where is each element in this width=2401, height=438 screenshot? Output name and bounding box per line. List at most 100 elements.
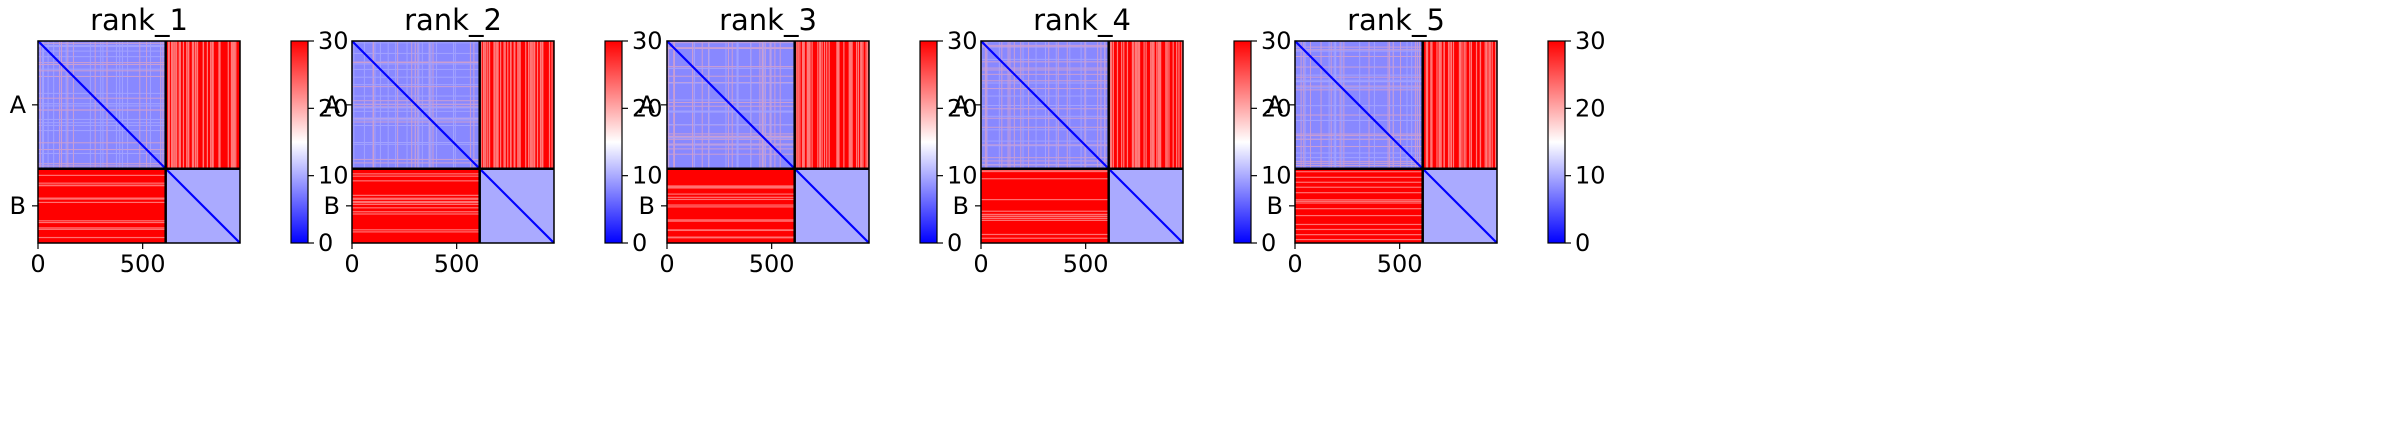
- colorbar: [290, 40, 309, 244]
- texture-stripe: [667, 198, 795, 201]
- texture-stripe: [352, 143, 480, 145]
- texture-stripe: [1491, 41, 1493, 169]
- texture-stripe: [234, 41, 236, 169]
- texture-stripe: [707, 41, 709, 169]
- texture-stripe: [667, 219, 795, 221]
- texture-stripe: [430, 41, 432, 169]
- texture-stripe: [119, 41, 121, 169]
- texture-stripe: [1470, 41, 1473, 169]
- texture-stripe: [38, 97, 166, 99]
- texture-stripe: [1368, 41, 1370, 169]
- texture-stripe: [38, 142, 166, 144]
- colorbar-tick-label: 30: [1261, 27, 1292, 55]
- texture-stripe: [823, 41, 826, 169]
- texture-stripe: [667, 137, 795, 139]
- texture-stripe: [1416, 41, 1418, 169]
- texture-stripe: [799, 41, 801, 169]
- plot-frame: [1294, 40, 1498, 244]
- texture-stripe: [667, 48, 795, 50]
- texture-stripe: [1085, 41, 1087, 169]
- texture-stripe: [1135, 41, 1137, 169]
- texture-stripe: [1100, 41, 1102, 169]
- texture-stripe: [61, 41, 63, 169]
- texture-stripe: [173, 41, 175, 169]
- texture-stripe: [352, 229, 480, 231]
- texture-stripe: [1436, 41, 1438, 169]
- texture-stripe: [94, 41, 96, 169]
- texture-stripe: [352, 86, 480, 88]
- texture-stripe: [981, 67, 1109, 69]
- texture-stripe: [206, 41, 208, 169]
- texture-stripe: [1489, 41, 1491, 169]
- texture-stripe: [667, 220, 795, 222]
- texture-stripe: [496, 41, 498, 169]
- texture-stripe: [1309, 41, 1311, 169]
- texture-stripe: [352, 197, 480, 199]
- texture-stripe: [38, 56, 166, 58]
- texture-stripe: [352, 142, 480, 144]
- texture-stripe: [1295, 46, 1423, 48]
- texture-stripe: [1392, 41, 1394, 169]
- texture-stripe: [53, 41, 55, 169]
- y-tick-label: A: [324, 91, 341, 119]
- texture-stripe: [1123, 41, 1125, 169]
- texture-stripe: [493, 41, 496, 169]
- texture-stripe: [38, 198, 166, 200]
- texture-stripe: [667, 186, 795, 188]
- texture-stripe: [1485, 41, 1488, 169]
- texture-stripe: [170, 41, 173, 169]
- x-tick-label: 0: [973, 250, 988, 278]
- texture-stripe: [667, 153, 795, 155]
- texture-stripe: [1469, 41, 1471, 169]
- texture-stripe: [1333, 41, 1335, 169]
- diagonal-line: [980, 40, 1184, 244]
- texture-stripe: [417, 41, 419, 169]
- texture-stripe: [850, 41, 852, 169]
- texture-stripe: [770, 41, 772, 169]
- texture-stripe: [352, 175, 480, 177]
- texture-stripe: [796, 41, 798, 169]
- texture-stripe: [192, 41, 194, 169]
- texture-stripe: [38, 227, 166, 229]
- texture-stripe: [352, 100, 480, 102]
- colorbar-tick-label: 20: [632, 94, 663, 122]
- texture-stripe: [509, 41, 512, 169]
- texture-stripe: [513, 41, 515, 169]
- texture-stripe: [1028, 41, 1030, 169]
- texture-stripe: [667, 206, 795, 208]
- x-tick-label: 0: [1287, 250, 1302, 278]
- texture-stripe: [38, 50, 166, 52]
- texture-stripe: [1181, 41, 1183, 169]
- texture-stripe: [667, 99, 795, 101]
- texture-stripe: [1166, 41, 1168, 169]
- texture-stripe: [1295, 181, 1423, 183]
- texture-stripe: [374, 41, 376, 169]
- texture-stripe: [1295, 138, 1423, 140]
- texture-stripe: [178, 41, 180, 169]
- texture-stripe: [38, 182, 166, 184]
- texture-stripe: [541, 41, 543, 169]
- texture-stripe: [1020, 41, 1022, 169]
- texture-stripe: [1440, 41, 1442, 169]
- texture-stripe: [518, 41, 520, 169]
- texture-stripe: [352, 76, 480, 78]
- texture-stripe: [1341, 41, 1343, 169]
- y-tick-label: A: [639, 91, 656, 119]
- texture-stripe: [1160, 41, 1162, 169]
- texture-stripe: [38, 152, 166, 154]
- diagonal-line: [666, 40, 870, 244]
- texture-stripe: [1449, 41, 1451, 169]
- panel-title: rank_5: [1347, 3, 1445, 37]
- colorbar: [919, 40, 938, 244]
- texture-stripe: [802, 41, 804, 169]
- texture-stripe: [352, 207, 480, 209]
- texture-stripe: [1303, 41, 1305, 169]
- panel-title: rank_4: [1033, 3, 1131, 37]
- texture-stripe: [429, 41, 431, 169]
- texture-stripe: [981, 44, 1109, 46]
- texture-stripe: [227, 41, 229, 169]
- texture-stripe: [1479, 41, 1482, 169]
- y-tick-label: B: [953, 192, 969, 220]
- texture-stripe: [1295, 114, 1423, 116]
